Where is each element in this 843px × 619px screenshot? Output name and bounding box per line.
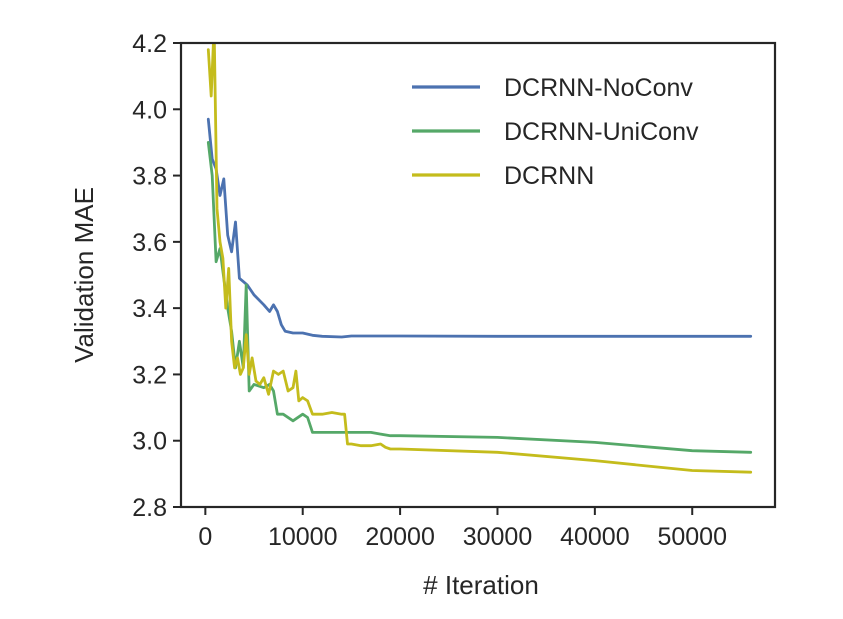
legend-label-1: DCRNN-NoConv (504, 74, 693, 102)
y-axis: 2.8 3.0 3.2 3.4 3.6 3.8 4.0 4.2 (132, 30, 181, 522)
legend-label-3: DCRNN (504, 162, 594, 190)
y-axis-label: Validation MAE (69, 187, 99, 363)
series-layer (206, 43, 753, 474)
x-tick-label: 0 (198, 523, 212, 551)
x-tick-label: 50000 (657, 523, 727, 551)
series-line-2 (206, 141, 753, 454)
y-tick-label: 4.0 (132, 96, 167, 124)
x-axis: 0 10000 20000 30000 40000 50000 (198, 507, 727, 551)
plot-frame (179, 41, 777, 509)
x-tick-label: 40000 (560, 523, 630, 551)
y-tick-label: 2.8 (132, 494, 167, 522)
y-tick-label: 3.4 (132, 295, 167, 323)
x-tick-label: 30000 (463, 523, 533, 551)
y-tick-label: 3.2 (132, 361, 167, 389)
legend-label-2: DCRNN-UniConv (504, 118, 699, 146)
x-axis-label: # Iteration (423, 570, 539, 600)
y-tick-label: 3.6 (132, 229, 167, 257)
x-tick-label: 20000 (365, 523, 435, 551)
y-tick-label: 3.8 (132, 163, 167, 191)
y-tick-label: 4.2 (132, 30, 167, 58)
x-tick-label: 10000 (268, 523, 338, 551)
legend: DCRNN-NoConv DCRNN-UniConv DCRNN (412, 74, 699, 190)
series-line-3 (206, 43, 753, 474)
series-line-1 (206, 117, 753, 339)
plot-background (181, 43, 775, 507)
y-tick-label: 3.0 (132, 428, 167, 456)
